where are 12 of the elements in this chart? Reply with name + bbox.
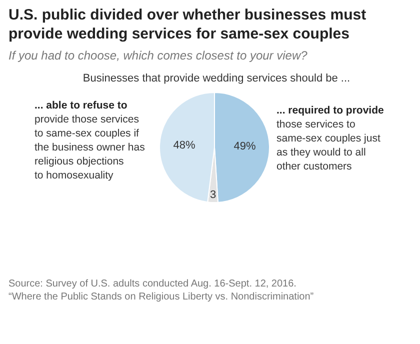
slice-label: ... able to refuse to	[34, 100, 128, 112]
text: Businesses that provide wedding services should be ...	[82, 72, 350, 84]
chart-subtitle: If you had to choose, which comes closest to your view?	[8, 48, 308, 62]
text: provide those services to same-sex couples if the business owner has religious objections to homosexuality	[34, 114, 145, 182]
slice-label: ... required to provide	[276, 104, 384, 116]
source-note: Source: Survey of U.S. adults conducted Aug. 16-Sept. 12, 2016.	[8, 278, 296, 290]
text: “Where the Public Stands on Religious Liberty vs. Nondiscrimination”	[8, 292, 314, 302]
data-label: 48%	[173, 140, 196, 152]
data-label: 49%	[234, 140, 256, 153]
chart-title: U.S. public divided over whether businesses must provide wedding services for same-sex couples	[8, 6, 366, 42]
data-label: 3	[210, 189, 216, 202]
text: those services to same-sex couples just as they would to all other customers	[276, 118, 380, 172]
